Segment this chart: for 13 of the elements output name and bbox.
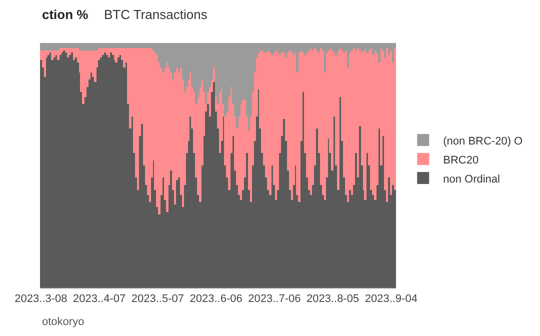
chart-title: ction % [42, 7, 89, 22]
x-tick-label: 2023..4-07 [73, 293, 126, 306]
legend-label: non Ordinal [443, 173, 500, 186]
chart-subtitle: BTC Transactions [104, 7, 208, 22]
legend-label: BRC20 [443, 154, 479, 166]
legend-label: (non BRC-20) O [443, 135, 524, 148]
x-tick-label: 2023..3-08 [14, 293, 68, 306]
text: otokoryo [42, 316, 84, 328]
x-tick-label: 2023..7-06 [248, 293, 301, 306]
x-tick-label: 2023..9-04 [364, 293, 418, 306]
x-tick-label: 2023..5-07 [131, 293, 184, 306]
x-tick-label: 2023..8-05 [306, 293, 360, 306]
x-tick-label: 2023..6-06 [190, 293, 242, 306]
